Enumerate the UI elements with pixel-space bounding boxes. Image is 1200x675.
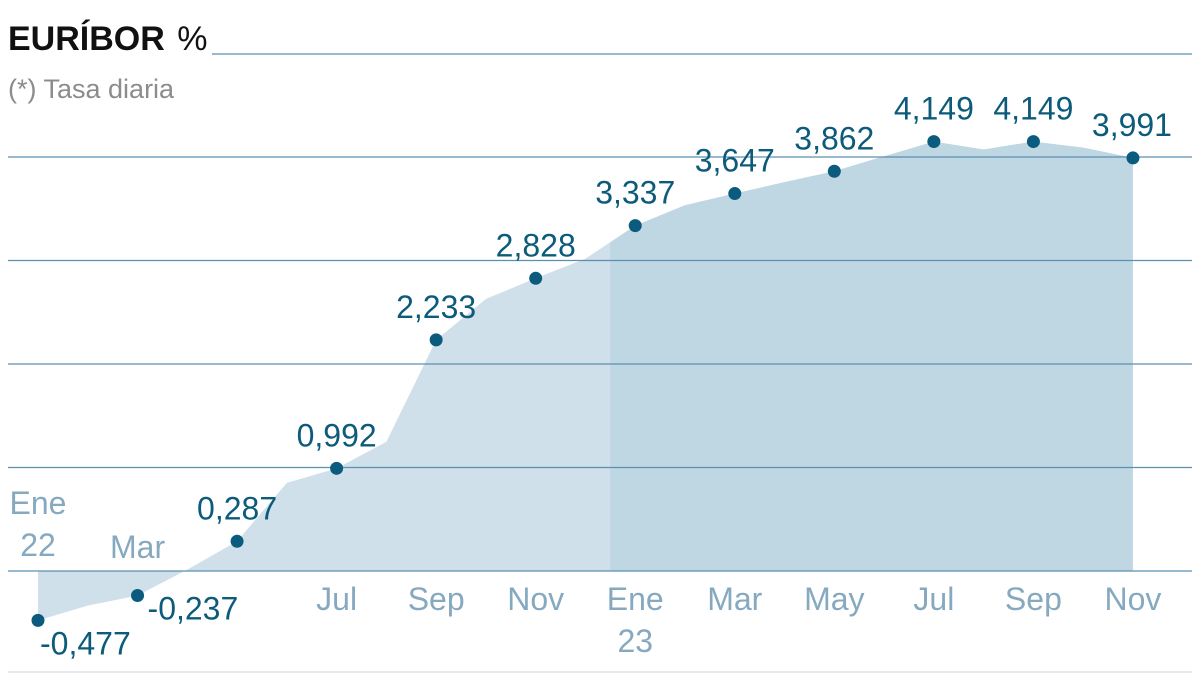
data-point <box>628 219 642 233</box>
data-label: 4,149 <box>993 91 1073 127</box>
chart-title-group: EURÍBOR % <box>8 20 207 58</box>
data-point <box>131 589 145 603</box>
chart-title: EURÍBOR <box>8 20 165 58</box>
data-label: 0,992 <box>297 417 377 453</box>
x-tick-label-year: 22 <box>20 527 56 563</box>
data-point <box>429 333 443 347</box>
x-tick-label: Jul <box>913 581 954 617</box>
data-label: 3,862 <box>794 120 874 156</box>
x-tick-label: Sep <box>1005 581 1062 617</box>
data-point <box>1026 135 1040 149</box>
data-point <box>230 534 244 548</box>
x-tick-label: Nov <box>1104 581 1161 617</box>
x-tick-label-year: 23 <box>617 623 653 659</box>
data-label: 0,287 <box>197 490 277 526</box>
area-highlight-2023 <box>610 141 1133 621</box>
data-label: 3,337 <box>595 175 675 211</box>
data-label: 3,647 <box>695 143 775 179</box>
data-point <box>927 135 941 149</box>
chart-unit: % <box>177 20 207 58</box>
x-tick-label: Ene <box>10 485 67 521</box>
x-tick-label: Ene <box>607 581 664 617</box>
x-tick-label: Mar <box>110 529 165 565</box>
data-point <box>728 187 742 201</box>
data-label: 2,828 <box>496 227 576 263</box>
data-point <box>330 461 344 475</box>
data-label: 3,991 <box>1092 107 1172 143</box>
x-tick-label: Sep <box>408 581 465 617</box>
x-tick-label: May <box>804 581 864 617</box>
data-point <box>529 271 543 285</box>
data-point <box>31 613 45 627</box>
data-point <box>1126 151 1140 165</box>
data-label: -0,477 <box>40 625 131 661</box>
x-tick-label: Nov <box>507 581 564 617</box>
chart-subtitle: (*) Tasa diaria <box>8 74 175 104</box>
x-tick-label: Jul <box>316 581 357 617</box>
data-label: -0,237 <box>148 591 239 627</box>
data-point <box>827 164 841 178</box>
data-label: 4,149 <box>894 91 974 127</box>
data-label: 2,233 <box>396 289 476 325</box>
x-tick-label: Mar <box>707 581 762 617</box>
